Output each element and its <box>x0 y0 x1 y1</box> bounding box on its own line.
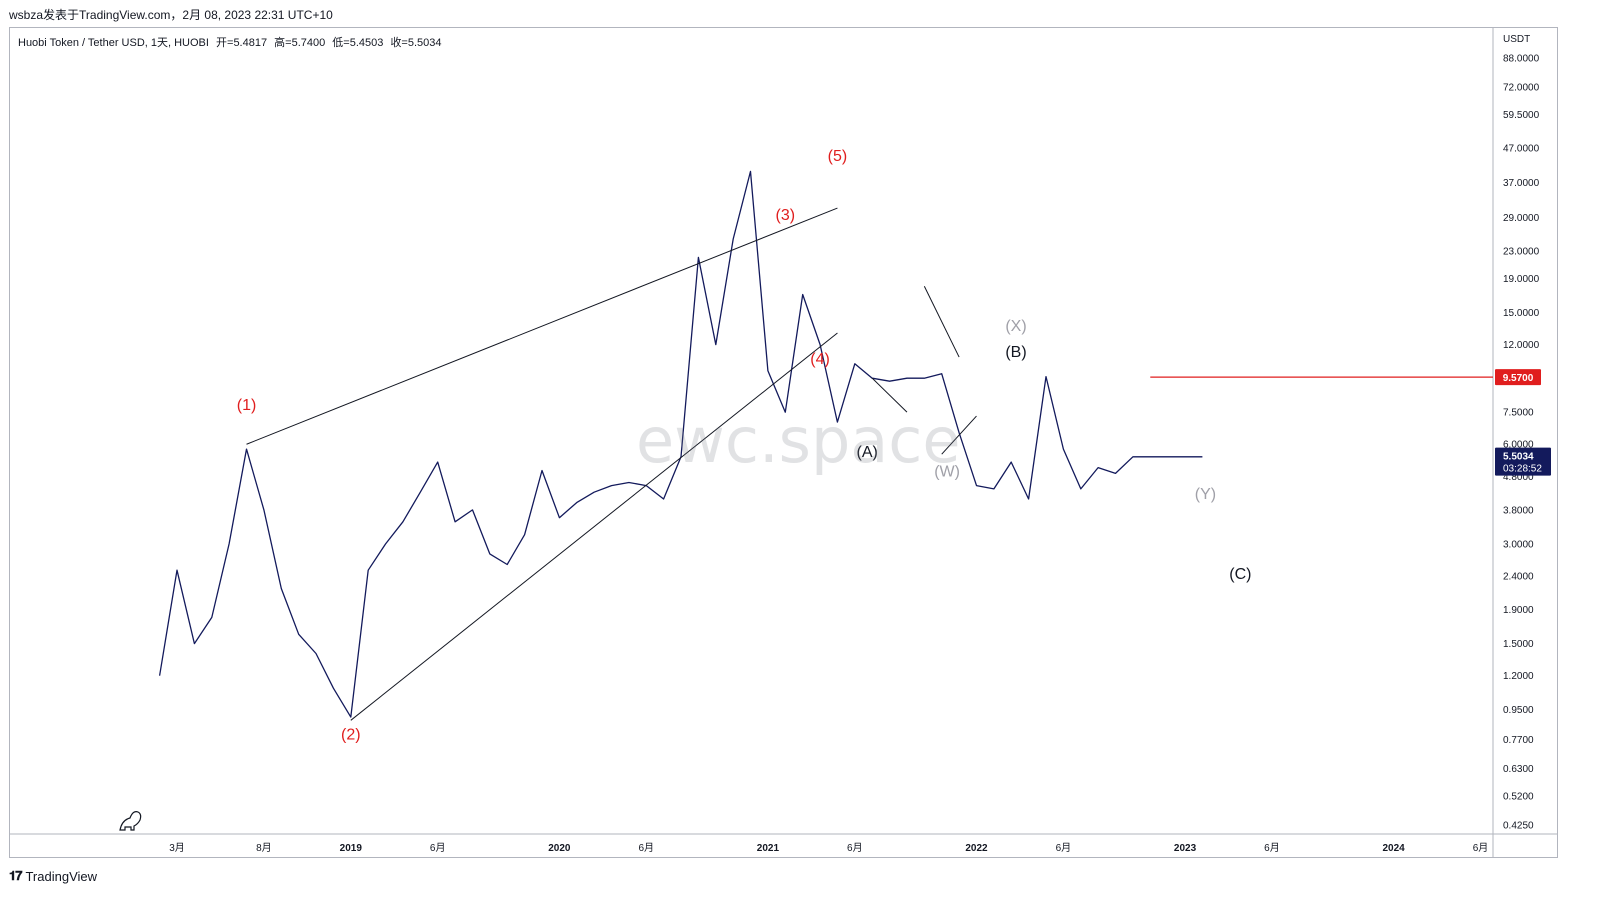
publish-info: wsbza发表于TradingView.com，2月 08, 2023 22:3… <box>9 8 333 22</box>
legend-open: 开=5.4817 <box>216 37 268 49</box>
wave-label: (1) <box>237 397 257 414</box>
watermark-text: ewc.space <box>636 404 961 477</box>
y-tick-label: 15.0000 <box>1503 308 1540 319</box>
wave-label: (X) <box>1005 318 1026 335</box>
wave-label: (W) <box>934 463 960 480</box>
y-tick-label: 47.0000 <box>1503 144 1540 155</box>
x-tick-label: 8月 <box>256 842 272 854</box>
y-tick-label: 0.9500 <box>1503 705 1534 716</box>
y-tick-label: 23.0000 <box>1503 246 1540 257</box>
x-tick-label: 2022 <box>965 843 988 854</box>
legend-high: 高=5.7400 <box>274 37 326 49</box>
x-tick-label: 3月 <box>169 842 185 854</box>
y-tick-label: 1.9000 <box>1503 605 1534 616</box>
wave-label: (Y) <box>1195 486 1216 503</box>
last-price-tag <box>1495 447 1551 476</box>
wave-label: (B) <box>1005 344 1026 361</box>
y-tick-label: 3.8000 <box>1503 505 1534 516</box>
wave-label: (2) <box>341 727 361 744</box>
wave-label: (3) <box>776 207 796 224</box>
x-tick-label: 2024 <box>1382 843 1405 854</box>
x-tick-label: 6月 <box>430 842 446 854</box>
trend-line-lower <box>350 332 838 721</box>
y-tick-label: 2.4000 <box>1503 572 1534 583</box>
legend-close: 收=5.5034 <box>390 37 442 49</box>
symbol-legend: Huobi Token / Tether USD, 1天, HUOBI 开=5.… <box>18 34 446 50</box>
y-tick-label: 29.0000 <box>1503 213 1540 224</box>
y-tick-label: 19.0000 <box>1503 274 1540 285</box>
x-tick-label: 2023 <box>1174 843 1197 854</box>
wave-label: (A) <box>857 444 878 461</box>
legend-low: 低=5.4503 <box>332 37 384 49</box>
currency-label: USDT <box>1503 34 1530 45</box>
wave-label: (4) <box>810 351 830 368</box>
triangle-line-upper <box>923 286 960 358</box>
y-tick-label: 4.8000 <box>1503 472 1534 483</box>
countdown-label: 03:28:52 <box>1503 464 1542 475</box>
y-tick-label: 72.0000 <box>1503 82 1540 93</box>
price-level-tag <box>1495 369 1541 386</box>
y-tick-label: 0.4250 <box>1503 821 1534 832</box>
wave-label: (5) <box>828 148 848 165</box>
footer-brand: TradingView <box>25 868 98 884</box>
trend-line-upper <box>246 207 838 445</box>
y-tick-label: 37.0000 <box>1503 178 1540 189</box>
y-tick-label: 88.0000 <box>1503 54 1540 65</box>
y-tick-label: 1.2000 <box>1503 671 1534 682</box>
chart-frame <box>9 27 1558 858</box>
y-tick-label: 12.0000 <box>1503 340 1540 351</box>
y-tick-label: 7.5000 <box>1503 408 1534 419</box>
y-tick-label: 6.0000 <box>1503 440 1534 451</box>
y-tick-label: 3.0000 <box>1503 539 1534 550</box>
dino-icon <box>119 811 142 831</box>
tradingview-logo-icon: 𝟏𝟕 <box>9 868 23 883</box>
footer: 𝟏𝟕 TradingView <box>9 868 97 884</box>
legend-symbol: Huobi Token / Tether USD, 1天, HUOBI <box>18 37 209 49</box>
y-tick-label: 0.5200 <box>1503 791 1534 802</box>
y-tick-label: 59.5000 <box>1503 110 1540 121</box>
price-level-label: 9.5700 <box>1503 373 1534 384</box>
triangle-line-lower <box>941 415 977 455</box>
x-tick-label: 2021 <box>757 843 780 854</box>
last-price-label: 5.5034 <box>1503 452 1534 463</box>
price-series-line <box>158 170 1203 718</box>
x-tick-label: 6月 <box>1264 842 1280 854</box>
triangle-line-left <box>871 377 908 413</box>
x-tick-label: 6月 <box>638 842 654 854</box>
y-tick-label: 0.7700 <box>1503 735 1534 746</box>
x-tick-label: 6月 <box>1473 842 1489 854</box>
wave-label: (C) <box>1229 566 1251 583</box>
x-tick-label: 6月 <box>1056 842 1072 854</box>
y-tick-label: 0.6300 <box>1503 764 1534 775</box>
x-tick-label: 2019 <box>340 843 363 854</box>
x-tick-label: 6月 <box>847 842 863 854</box>
y-tick-label: 1.5000 <box>1503 639 1534 650</box>
x-tick-label: 2020 <box>548 843 571 854</box>
